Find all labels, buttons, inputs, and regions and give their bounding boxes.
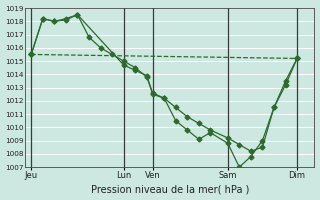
X-axis label: Pression niveau de la mer( hPa ): Pression niveau de la mer( hPa ) — [91, 184, 249, 194]
